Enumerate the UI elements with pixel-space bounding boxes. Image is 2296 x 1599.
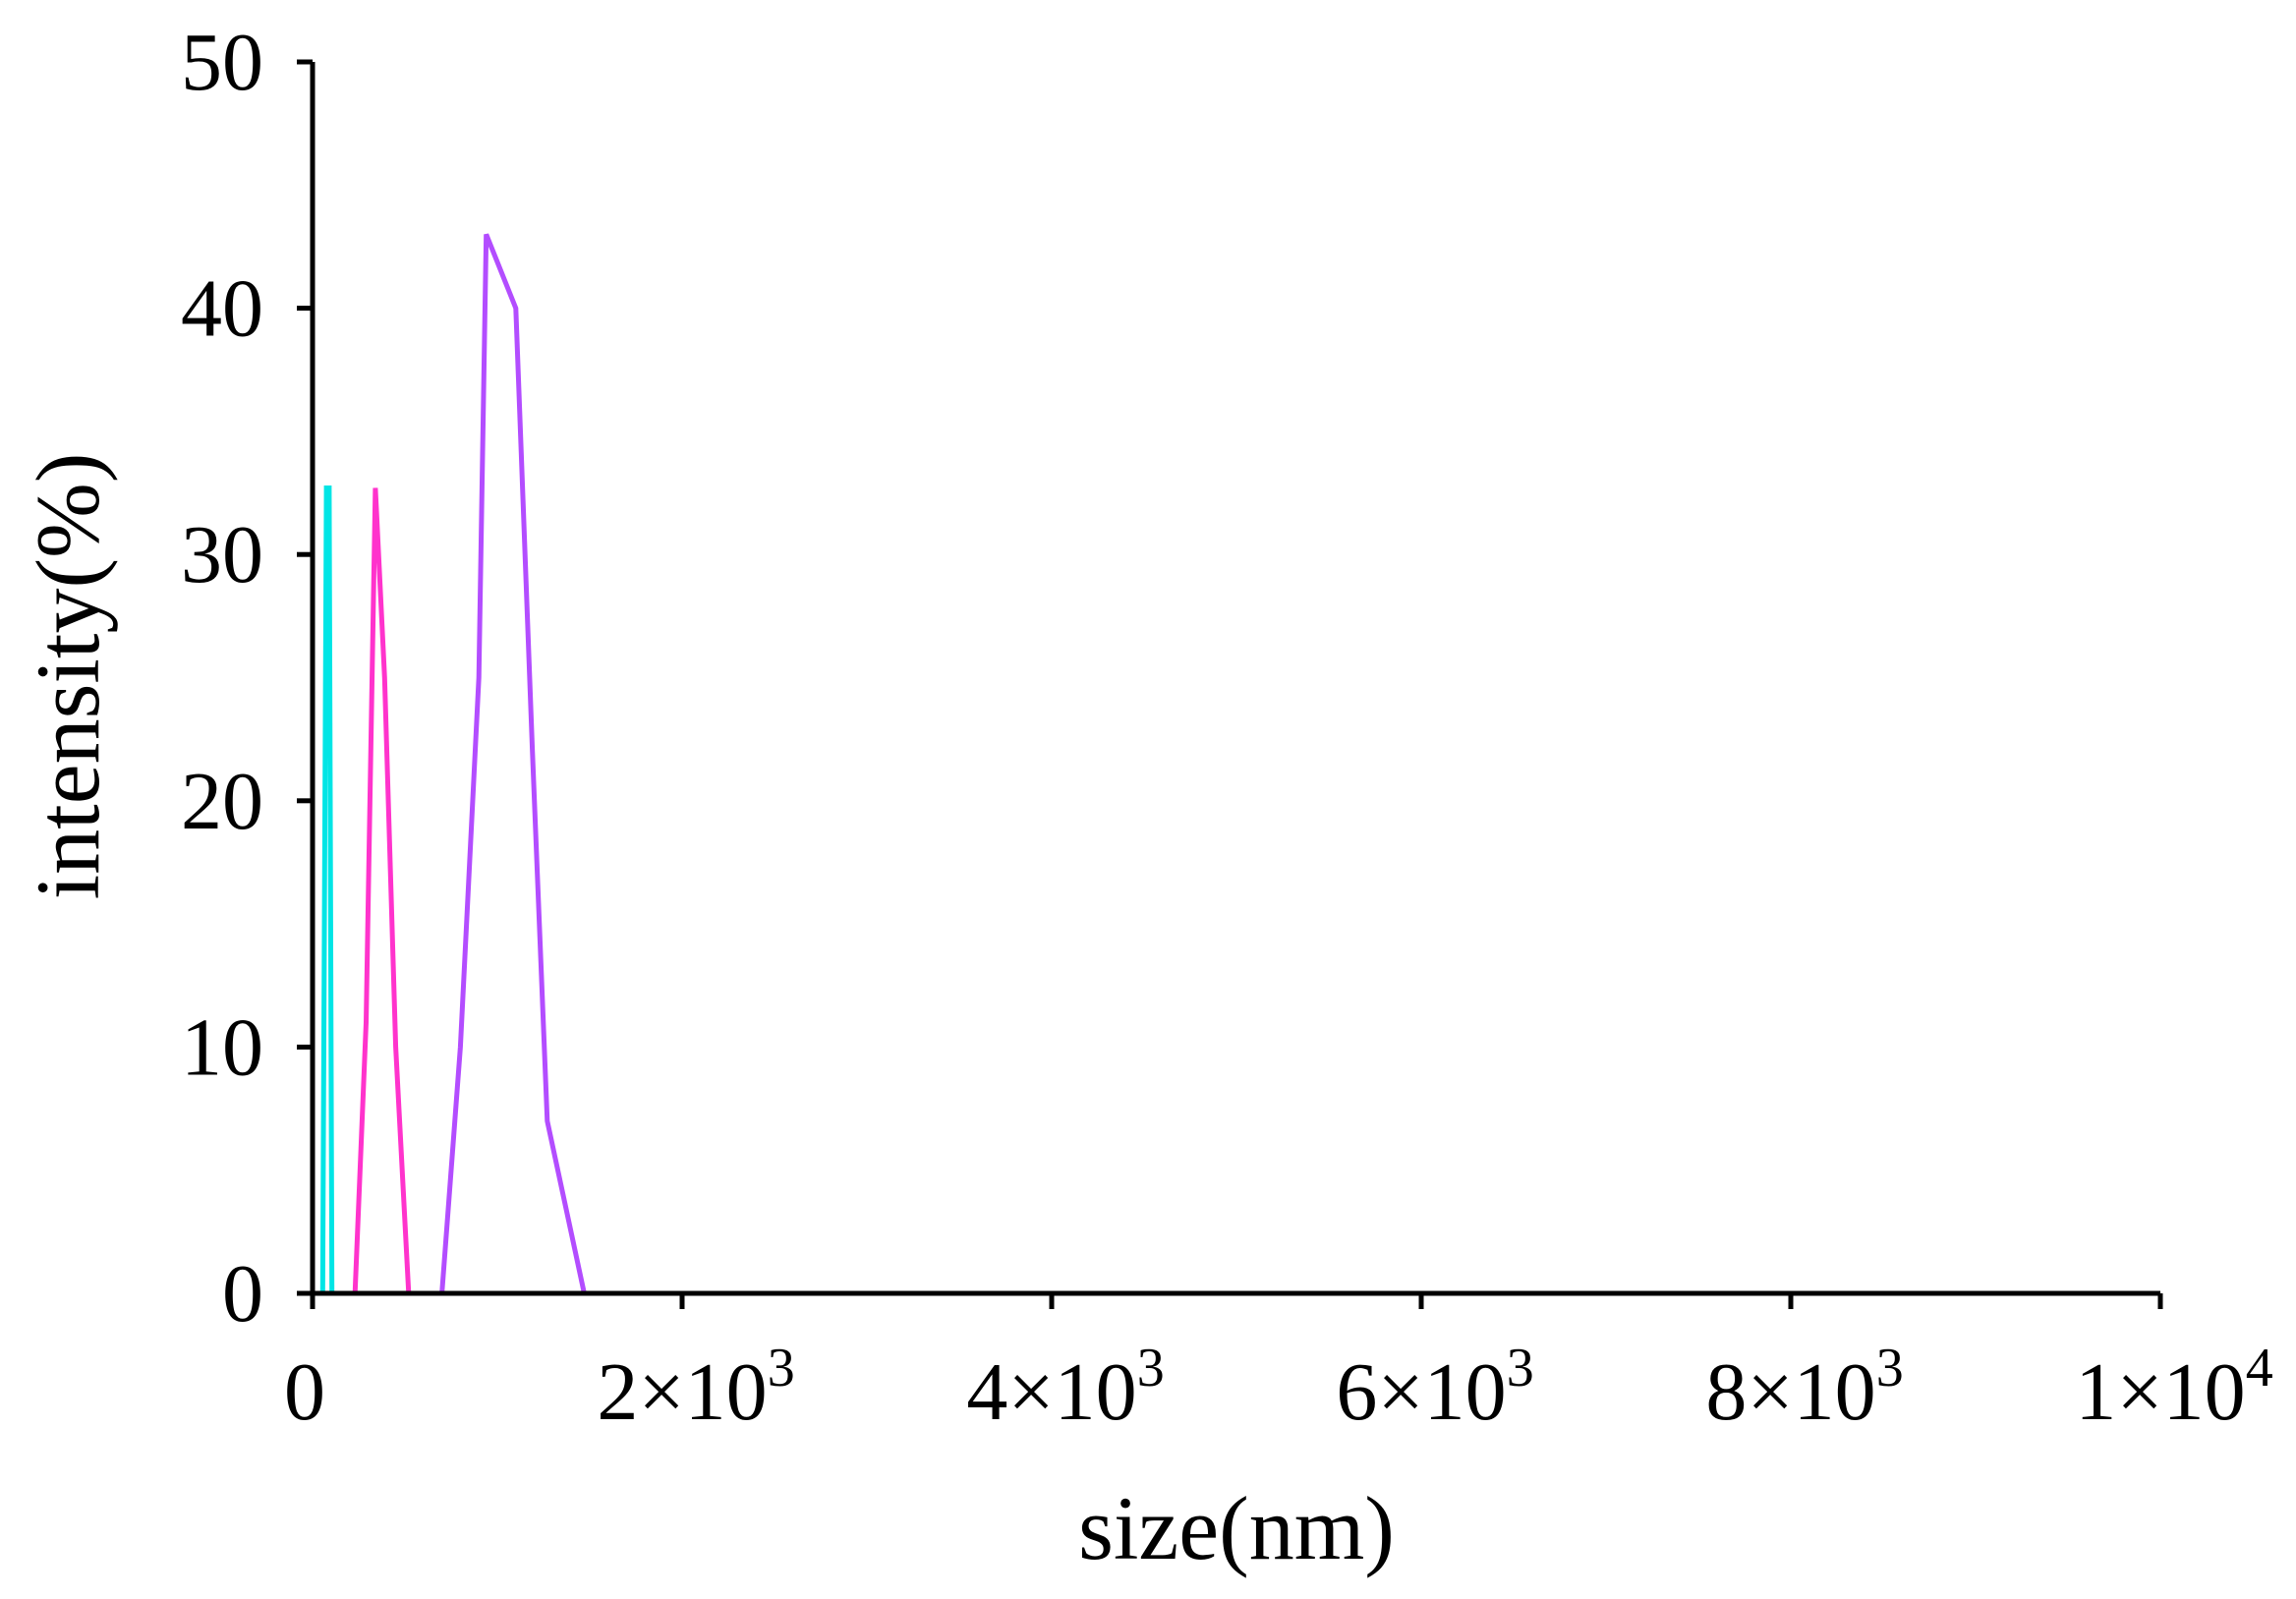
- y-tick-label: 10: [181, 1001, 263, 1093]
- y-tick-label: 20: [181, 756, 263, 847]
- series-layer: [313, 233, 1912, 1296]
- x-axis-ticks: 0 2×103 4×103 6×103 8×103 1×104: [284, 1293, 2273, 1438]
- y-axis-title: intensity(%): [18, 453, 118, 900]
- x-tick-label: 2×103: [597, 1338, 794, 1438]
- x-tick-label: 0: [284, 1346, 325, 1438]
- x-tick-label: 8×103: [1705, 1338, 1903, 1438]
- y-tick-label: 50: [181, 17, 263, 108]
- x-tick-label: 6×103: [1336, 1338, 1533, 1438]
- axes: [310, 62, 2160, 1296]
- y-tick-label: 0: [222, 1248, 263, 1340]
- series-line-3: [313, 233, 1912, 1296]
- x-tick-label: 1×104: [2075, 1338, 2272, 1438]
- y-tick-label: 30: [181, 509, 263, 600]
- y-tick-label: 40: [181, 263, 263, 355]
- series-line-1: [313, 485, 337, 1296]
- x-tick-label: 4×103: [966, 1338, 1164, 1438]
- x-axis-title: size(nm): [1078, 1478, 1395, 1578]
- y-axis-ticks: 0 10 20 30 40 50: [181, 17, 313, 1340]
